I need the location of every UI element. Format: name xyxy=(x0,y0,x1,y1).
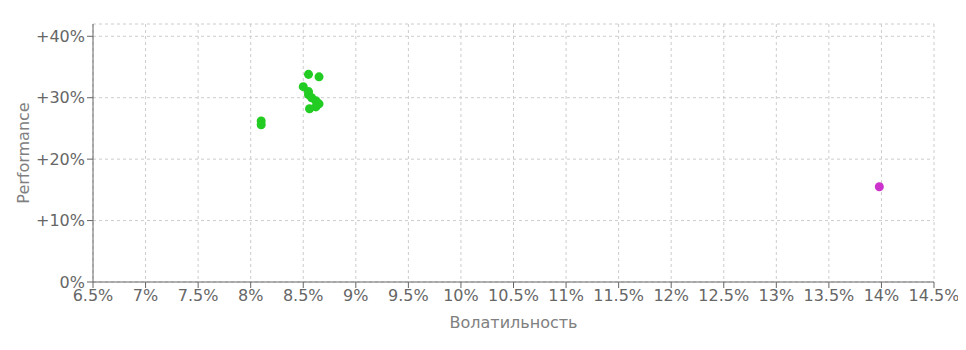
svg-text:10.5%: 10.5% xyxy=(488,286,539,305)
svg-text:12%: 12% xyxy=(653,286,689,305)
svg-text:0%: 0% xyxy=(60,273,85,292)
svg-text:+30%: +30% xyxy=(36,88,85,107)
svg-text:6.5%: 6.5% xyxy=(72,286,114,306)
svg-text:Волатильность: Волатильность xyxy=(450,313,578,332)
svg-text:10%: 10% xyxy=(443,286,479,305)
svg-text:13%: 13% xyxy=(759,286,795,305)
svg-text:7%: 7% xyxy=(133,286,158,305)
svg-text:13.5%: 13.5% xyxy=(803,286,854,305)
svg-text:11%: 11% xyxy=(548,286,584,305)
svg-text:+20%: +20% xyxy=(36,150,85,169)
svg-text:14%: 14% xyxy=(864,286,900,305)
svg-text:8.5%: 8.5% xyxy=(283,286,324,305)
svg-text:Performance: Performance xyxy=(14,102,33,203)
svg-text:+40%: +40% xyxy=(36,27,85,46)
svg-text:9%: 9% xyxy=(343,286,368,305)
svg-text:14.5%: 14.5% xyxy=(909,286,958,305)
svg-text:7.5%: 7.5% xyxy=(178,286,219,305)
svg-text:11.5%: 11.5% xyxy=(593,286,644,305)
svg-text:12.5%: 12.5% xyxy=(698,286,749,305)
svg-text:8%: 8% xyxy=(238,286,263,305)
svg-text:9.5%: 9.5% xyxy=(388,286,429,305)
svg-text:+10%: +10% xyxy=(36,211,85,230)
